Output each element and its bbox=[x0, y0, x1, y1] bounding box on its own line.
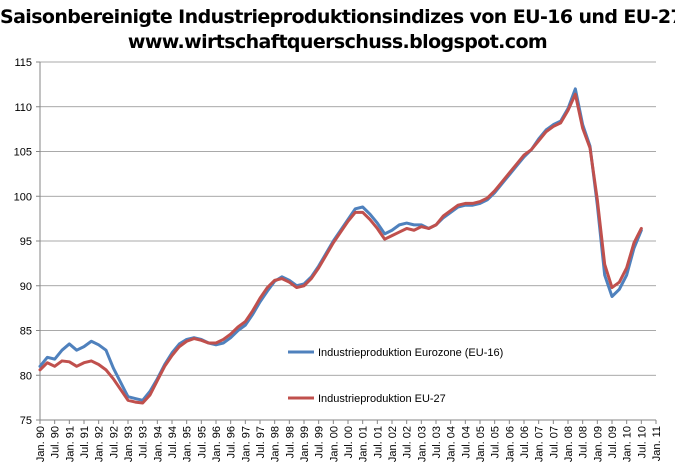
gridlines bbox=[40, 61, 656, 376]
x-tick-label: Jan. 03 bbox=[416, 426, 428, 462]
x-tick-label: Jan. 07 bbox=[534, 426, 546, 462]
x-tick-label: Jan. 96 bbox=[211, 426, 223, 462]
x-tick-label: Jul. 10 bbox=[636, 426, 648, 458]
x-tick-label: Jan. 90 bbox=[35, 426, 47, 462]
legend-label-1: Industrieproduktion Eurozone (EU-16) bbox=[318, 347, 503, 359]
series-lines bbox=[38, 87, 643, 405]
x-tick-label: Jul. 93 bbox=[138, 426, 150, 458]
legend: Industrieproduktion Eurozone (EU-16) Indu… bbox=[288, 347, 503, 405]
x-tick-label: Jul. 91 bbox=[79, 426, 91, 458]
x-tick-label: Jan. 91 bbox=[64, 426, 76, 462]
x-axis-ticks: Jan. 90 Jul. 90 Jan. 91 Jul. 91 Jan. 92 Jul. … bbox=[35, 420, 663, 462]
x-tick-label: Jan. 05 bbox=[475, 426, 487, 462]
x-tick-label: Jul. 99 bbox=[314, 426, 326, 458]
x-tick-label: Jan. 10 bbox=[622, 426, 634, 462]
x-tick-label: Jul. 07 bbox=[548, 426, 560, 458]
y-tick-label: 80 bbox=[20, 370, 32, 382]
x-tick-label: Jul. 95 bbox=[196, 426, 208, 458]
chart-title: Saisonbereinigte Industrieproduktionsind… bbox=[0, 0, 675, 55]
x-tick-label: Jul. 04 bbox=[460, 426, 472, 458]
x-tick-label: Jul. 96 bbox=[226, 426, 238, 458]
x-tick-label: Jan. 08 bbox=[563, 426, 575, 462]
x-tick-label: Jan. 02 bbox=[387, 426, 399, 462]
x-tick-label: Jan. 97 bbox=[240, 426, 252, 462]
x-tick-label: Jan. 06 bbox=[504, 426, 516, 462]
x-tick-label: Jan. 98 bbox=[270, 426, 282, 462]
chart-title-line-2: www.wirtschaftquerschuss.blogspot.com bbox=[127, 31, 548, 53]
y-tick-label: 95 bbox=[20, 236, 32, 248]
legend-label-2: Industrieproduktion EU-27 bbox=[318, 393, 446, 405]
x-tick-label: Jan. 04 bbox=[446, 426, 458, 462]
x-tick-label: Jan. 09 bbox=[592, 426, 604, 462]
y-tick-label: 75 bbox=[20, 415, 32, 427]
x-tick-label: Jul. 92 bbox=[108, 426, 120, 458]
series-line-2 bbox=[38, 92, 643, 405]
y-tick-label: 105 bbox=[14, 147, 32, 159]
x-tick-label: Jul. 06 bbox=[519, 426, 531, 458]
x-tick-label: Jul. 09 bbox=[607, 426, 619, 458]
x-tick-label: Jul. 94 bbox=[167, 426, 179, 458]
x-tick-label: Jul. 98 bbox=[284, 426, 296, 458]
y-tick-label: 90 bbox=[20, 281, 32, 293]
x-tick-label: Jul. 90 bbox=[50, 426, 62, 458]
x-tick-label: Jan. 01 bbox=[358, 426, 370, 462]
x-tick-label: Jan. 95 bbox=[182, 426, 194, 462]
y-tick-label: 85 bbox=[20, 326, 32, 338]
y-tick-label: 110 bbox=[14, 102, 32, 114]
chart-title-line-1: Saisonbereinigte Industrieproduktionsind… bbox=[0, 6, 675, 28]
x-tick-label: Jan. 94 bbox=[152, 426, 164, 462]
y-axis-ticks: 75 80 85 90 95 100 105 110 115 bbox=[14, 57, 40, 427]
x-tick-label: Jul. 00 bbox=[343, 426, 355, 458]
x-tick-label: Jan. 93 bbox=[123, 426, 135, 462]
x-tick-label: Jul. 05 bbox=[490, 426, 502, 458]
y-tick-label: 100 bbox=[14, 191, 32, 203]
x-tick-label: Jul. 02 bbox=[402, 426, 414, 458]
y-tick-label: 115 bbox=[14, 57, 32, 69]
x-tick-label: Jul. 01 bbox=[372, 426, 384, 458]
x-tick-label: Jul. 97 bbox=[255, 426, 267, 458]
x-tick-label: Jan. 00 bbox=[328, 426, 340, 462]
x-tick-label: Jan. 99 bbox=[299, 426, 311, 462]
x-tick-label: Jan. 11 bbox=[651, 426, 663, 461]
x-tick-label: Jul. 03 bbox=[431, 426, 443, 458]
x-tick-label: Jul. 08 bbox=[578, 426, 590, 458]
x-tick-label: Jan. 92 bbox=[94, 426, 106, 462]
